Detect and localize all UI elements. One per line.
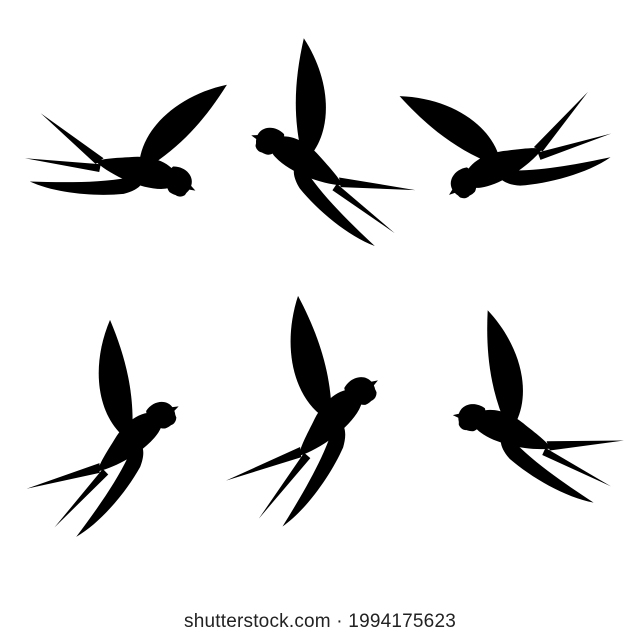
swallow-2 — [230, 32, 452, 253]
swallow-4 — [0, 311, 210, 547]
swallow-1 — [12, 18, 242, 247]
swallow-6 — [442, 307, 640, 506]
swallow-3 — [386, 6, 627, 246]
swallow-5 — [162, 286, 416, 538]
watermark: shutterstock.com · 1994175623 — [0, 604, 640, 640]
